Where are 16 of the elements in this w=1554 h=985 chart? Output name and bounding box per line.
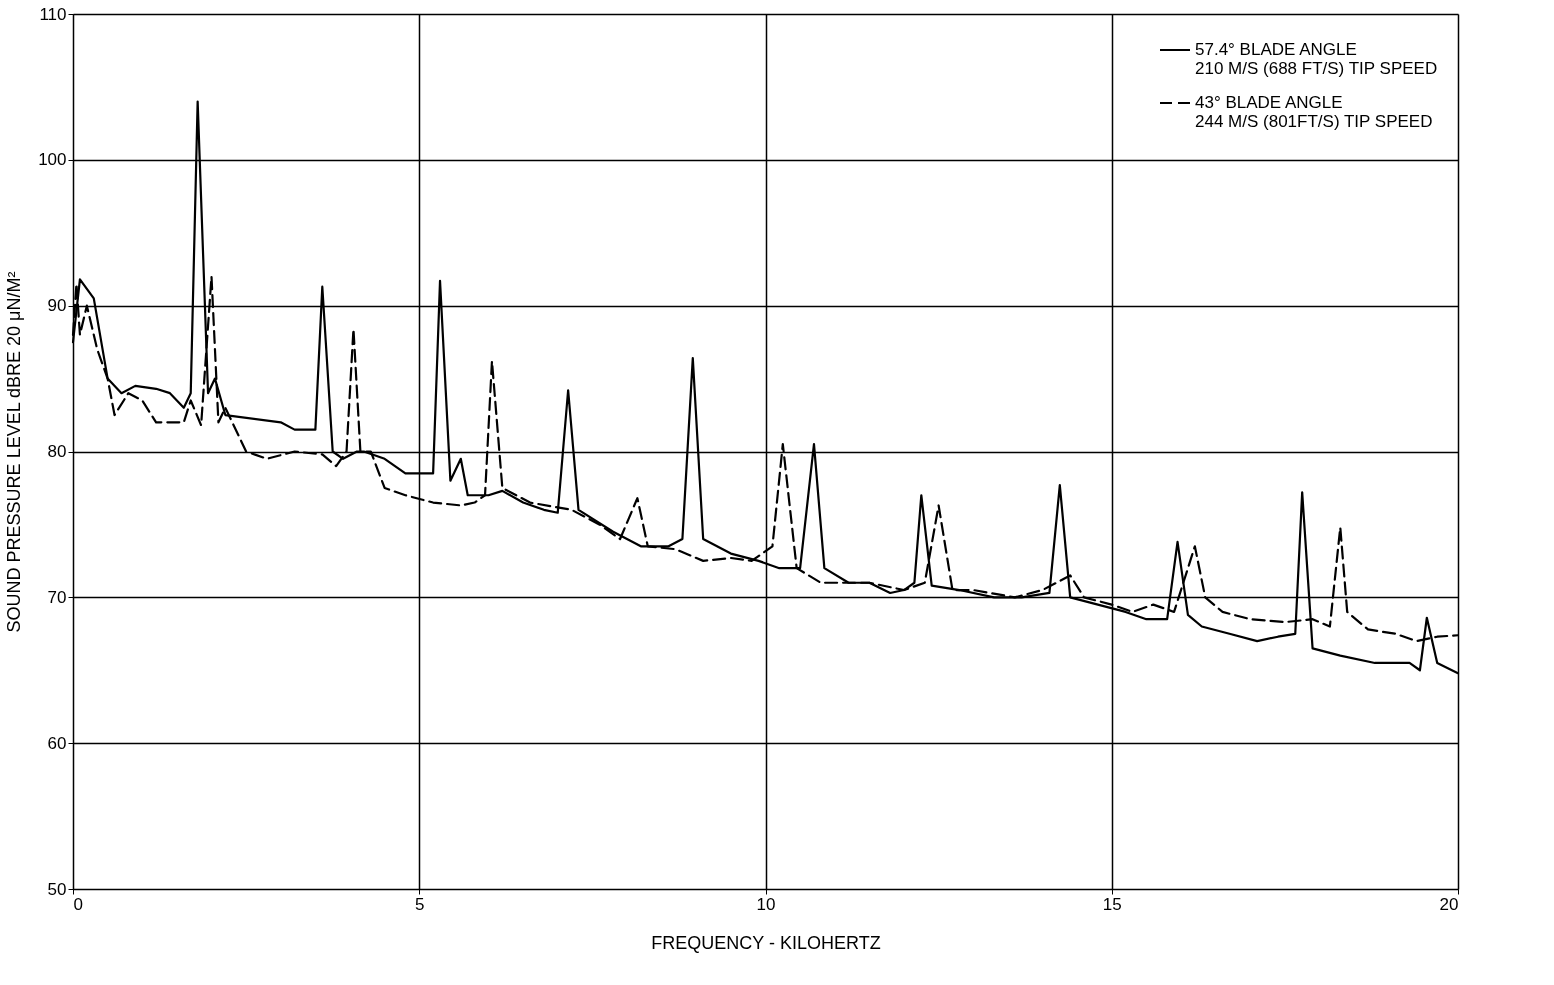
y-tick-label: 50: [47, 879, 67, 899]
y-tick-label: 60: [47, 733, 67, 753]
legend-label: 57.4° BLADE ANGLE 210 M/S (688 FT/S) TIP SPEED: [1195, 40, 1438, 78]
x-tick-label: 5: [415, 894, 425, 914]
x-tick-label: 20: [1439, 894, 1459, 914]
x-axis-title: FREQUENCY - KILOHERTZ: [651, 932, 881, 953]
x-tick-label: 15: [1102, 894, 1122, 914]
x-tick-label: 0: [73, 894, 83, 914]
legend-label: 43° BLADE ANGLE 244 M/S (801FT/S) TIP SPEED: [1195, 93, 1433, 131]
y-tick-label: 90: [47, 296, 67, 316]
y-tick-label: 100: [38, 150, 67, 170]
y-tick-label: 110: [39, 4, 67, 24]
y-tick-label: 70: [47, 587, 67, 607]
y-tick-label: 80: [47, 442, 67, 461]
y-axis-title: SOUND PRESSURE LEVEL dBRE 20 μN/M²: [4, 271, 25, 633]
x-tick-label: 10: [756, 894, 776, 914]
